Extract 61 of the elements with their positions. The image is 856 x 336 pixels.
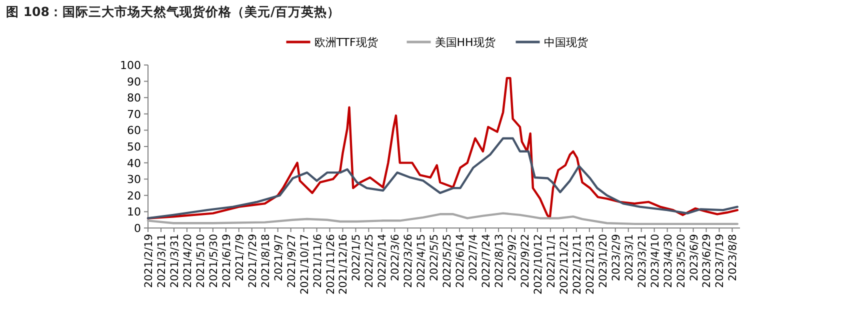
x-tick-label: 2023/5/20 [675, 234, 688, 288]
x-tick-label: 2022/1/5 [350, 234, 363, 282]
x-tick-label: 2022/11/21 [558, 234, 570, 295]
x-tick-label: 2022/3/6 [390, 234, 402, 282]
x-tick-label: 2022/6/14 [454, 234, 467, 288]
legend-label: 欧洲TTF现货 [314, 36, 378, 49]
x-tick-label: 2021/9/7 [272, 234, 285, 282]
x-tick-label: 2023/4/30 [662, 234, 674, 288]
y-tick-label: 100 [120, 59, 141, 72]
x-tick-label: 2022/7/4 [468, 234, 480, 282]
x-tick-label: 2021/6/19 [220, 234, 233, 288]
y-tick-label: 60 [127, 124, 141, 138]
x-tick-label: 2021/7/9 [234, 234, 246, 282]
x-tick-label: 2021/11/26 [324, 234, 337, 295]
legend-label: 美国HH现货 [434, 36, 496, 49]
x-tick-label: 2023/4/10 [649, 234, 662, 288]
y-tick-label: 30 [127, 173, 141, 186]
x-tick-label: 2021/3/11 [156, 234, 168, 288]
x-tick-label: 2021/9/27 [286, 234, 298, 288]
x-tick-label: 2023/2/9 [610, 234, 622, 282]
x-tick-label: 2022/9/22 [519, 234, 532, 288]
y-tick-label: 90 [127, 75, 141, 88]
x-tick-label: 2023/3/1 [623, 234, 636, 282]
x-tick-label: 2021/7/29 [246, 234, 259, 288]
x-tick-label: 2022/3/26 [402, 234, 415, 288]
x-tick-label: 2021/4/20 [182, 234, 194, 288]
y-tick-label: 50 [127, 140, 141, 154]
x-tick-label: 2021/8/18 [260, 234, 272, 288]
x-tick-label: 2021/3/31 [168, 234, 181, 288]
x-tick-label: 2022/11/1 [545, 234, 558, 288]
x-tick-label: 2022/12/31 [584, 234, 596, 295]
x-tick-label: 2022/5/5 [428, 234, 441, 282]
x-tick-label: 2022/9/2 [506, 234, 519, 282]
x-tick-label: 2023/8/8 [727, 234, 740, 282]
x-tick-label: 2023/7/19 [714, 234, 726, 288]
chart-title: 图 108：国际三大市场天然气现货价格（美元/百万英热） [6, 4, 340, 19]
y-tick-label: 20 [127, 189, 141, 202]
x-tick-label: 2022/5/25 [442, 234, 454, 288]
x-tick-label: 2022/2/14 [376, 234, 389, 288]
x-tick-label: 2021/11/6 [312, 234, 324, 288]
x-tick-label: 2022/8/13 [494, 234, 506, 288]
x-tick-label: 2022/1/25 [364, 234, 376, 288]
x-tick-label: 2022/10/12 [532, 234, 544, 295]
x-tick-label: 2022/12/11 [571, 234, 584, 295]
y-tick-label: 70 [127, 108, 141, 121]
x-tick-label: 2022/4/15 [416, 234, 428, 288]
x-tick-label: 2021/5/10 [194, 234, 207, 288]
x-tick-label: 2023/6/9 [688, 234, 700, 282]
x-tick-label: 2021/10/17 [298, 234, 311, 295]
x-tick-label: 2021/5/30 [208, 234, 220, 288]
x-tick-label: 2023/3/21 [636, 234, 648, 288]
x-tick-label: 2023/6/29 [701, 234, 714, 288]
x-tick-label: 2023/1/20 [597, 234, 610, 288]
y-tick-label: 0 [134, 222, 141, 235]
y-tick-label: 80 [127, 92, 141, 105]
y-tick-label: 40 [127, 156, 141, 170]
x-tick-label: 2021/12/16 [338, 234, 350, 295]
y-tick-label: 10 [127, 206, 141, 219]
legend-label: 中国现货 [544, 36, 588, 49]
x-tick-label: 2022/7/24 [480, 234, 493, 288]
x-tick-label: 2021/2/19 [143, 234, 155, 288]
